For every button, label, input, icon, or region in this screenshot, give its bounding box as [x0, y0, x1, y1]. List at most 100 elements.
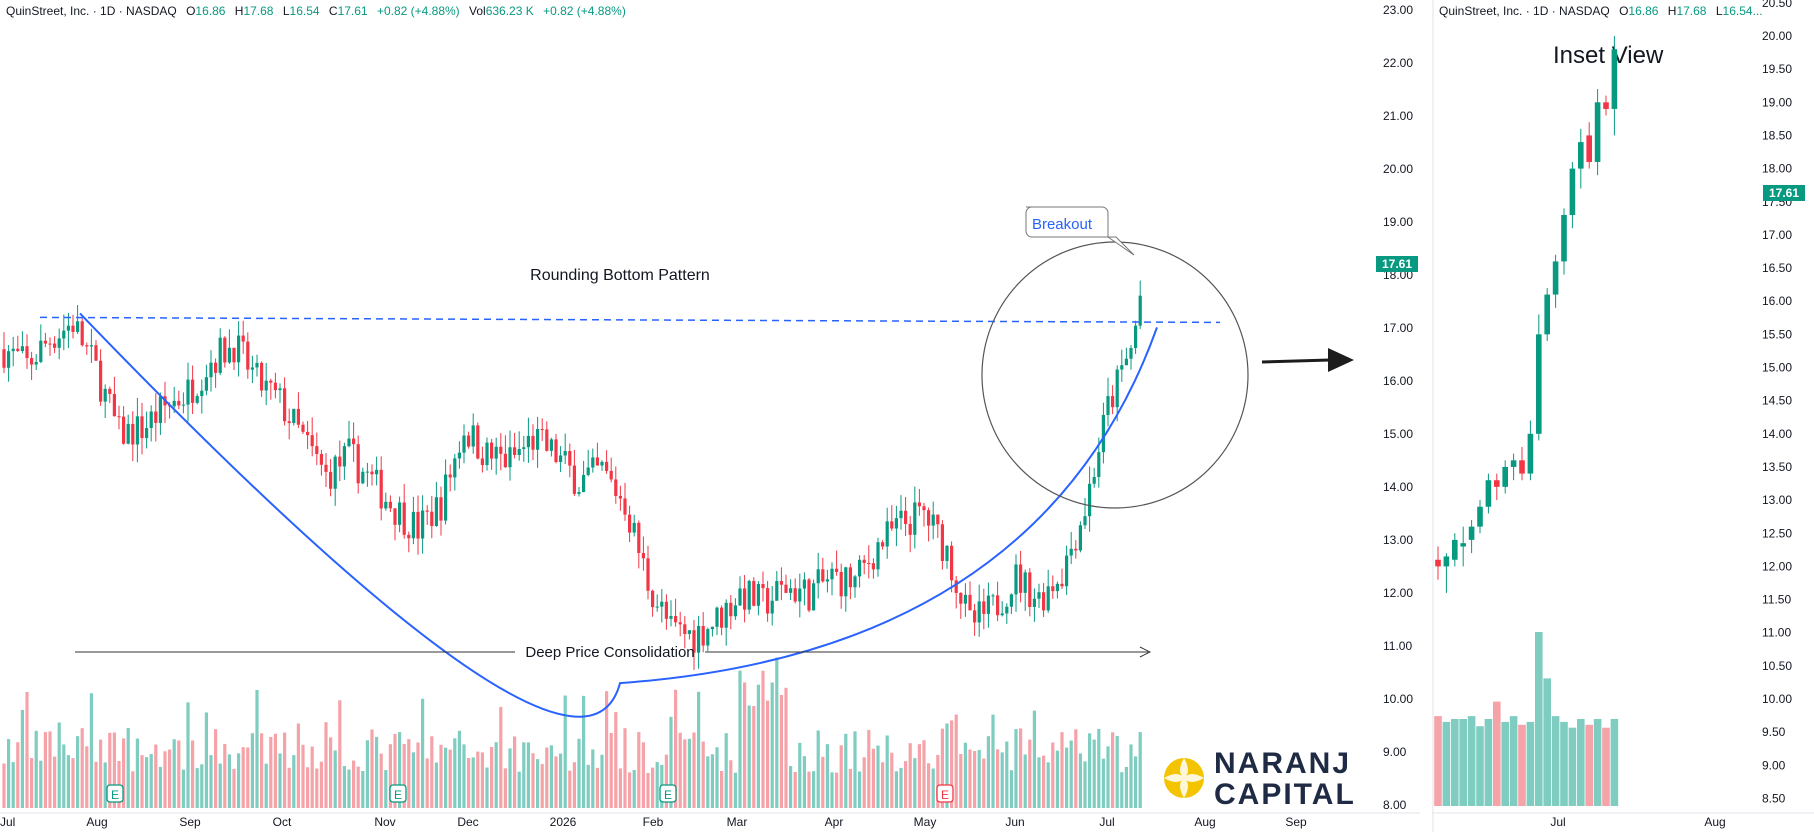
- y-tick-label: 19.00: [1383, 215, 1413, 229]
- volume-bar: [816, 730, 820, 808]
- candle-body: [572, 465, 576, 494]
- candle-body: [609, 470, 613, 480]
- volume-bar: [945, 723, 949, 808]
- main-price-chart[interactable]: 23.0022.0021.0020.0019.0018.0017.0016.00…: [0, 0, 1420, 832]
- volume-bar: [168, 749, 172, 808]
- volume-bar: [94, 761, 98, 808]
- candle-body: [522, 447, 526, 449]
- inset-candle-body: [1578, 142, 1584, 169]
- inset-volume-bar: [1493, 701, 1501, 806]
- volume-bar: [517, 771, 521, 808]
- candle-body: [264, 380, 268, 391]
- candle-body: [48, 343, 52, 345]
- volume-bar: [908, 743, 912, 808]
- volume-bar: [62, 744, 66, 808]
- volume-bar: [1124, 766, 1128, 808]
- inset-y-tick-label: 14.00: [1762, 427, 1792, 441]
- volume-bar: [752, 706, 756, 808]
- candle-body: [890, 521, 894, 529]
- volume-bar: [881, 762, 885, 808]
- candle-body: [871, 563, 875, 570]
- candle-body: [1074, 548, 1078, 551]
- volume-bar: [779, 694, 783, 808]
- y-tick-label: 10.00: [1383, 692, 1413, 706]
- x-tick-label: Jul: [0, 815, 15, 829]
- volume-bar: [936, 754, 940, 808]
- volume-bar: [600, 754, 604, 808]
- volume-bar: [421, 698, 425, 808]
- volume-bar: [407, 739, 411, 808]
- volume-bar: [278, 753, 282, 808]
- volume-bar: [904, 761, 908, 808]
- candle-body: [894, 518, 898, 529]
- volume-bar: [789, 766, 793, 808]
- volume-bar: [899, 767, 903, 808]
- candle-body: [1023, 572, 1027, 593]
- inset-high-value: 17.68: [1676, 4, 1707, 18]
- candle-body: [623, 498, 627, 515]
- candle-body: [1037, 592, 1041, 599]
- candle-body: [287, 421, 291, 424]
- x-tick-label: Oct: [273, 815, 292, 829]
- earnings-marker: [936, 784, 954, 803]
- candle-body: [660, 601, 664, 607]
- candle-body: [1009, 594, 1013, 607]
- volume-bar: [1129, 744, 1133, 808]
- volume-bar: [444, 747, 448, 808]
- candle-body: [936, 514, 940, 525]
- inset-y-tick-label: 10.50: [1762, 659, 1792, 673]
- volume-bar: [1120, 772, 1124, 808]
- x-tick-label: Nov: [374, 815, 395, 829]
- candle-body: [85, 345, 89, 347]
- volume-bar: [250, 733, 254, 808]
- candle-body: [283, 388, 287, 422]
- candle-body: [1046, 586, 1050, 611]
- x-tick-label: 2026: [550, 815, 577, 829]
- volume-bar: [416, 742, 420, 808]
- inset-price-chart[interactable]: 20.5020.0019.5019.0018.5018.0017.5017.00…: [1432, 0, 1814, 832]
- candle-body: [526, 435, 530, 448]
- candle-body: [1120, 365, 1124, 370]
- volume-bar: [582, 695, 586, 808]
- volume-bar: [140, 755, 144, 808]
- volume-bar: [1060, 732, 1064, 808]
- volume-bar: [1069, 740, 1073, 808]
- volume-bar: [273, 733, 277, 808]
- candle-body: [467, 435, 471, 447]
- candle-body: [310, 435, 314, 447]
- volume-bar: [747, 705, 751, 808]
- candle-body: [881, 542, 885, 547]
- candle-body: [789, 588, 793, 593]
- volume-bar: [365, 740, 369, 808]
- candle-body: [1124, 358, 1128, 366]
- candle-body: [687, 630, 691, 634]
- inset-volume-bar: [1602, 727, 1610, 806]
- earnings-marker: [389, 784, 407, 803]
- inset-y-tick-label: 16.00: [1762, 294, 1792, 308]
- volume-bar: [591, 749, 595, 808]
- candle-body: [421, 510, 425, 539]
- candle-body: [181, 404, 185, 406]
- inset-y-tick-label: 15.00: [1762, 361, 1792, 375]
- inset-candle-body: [1502, 466, 1508, 487]
- inset-y-tick-label: 13.50: [1762, 460, 1792, 474]
- candle-body: [844, 567, 848, 597]
- volume-bar: [715, 747, 719, 808]
- candle-body: [306, 431, 310, 436]
- volume-bar: [683, 739, 687, 808]
- inset-volume-bar: [1560, 721, 1568, 806]
- resistance-line: [39, 316, 1221, 324]
- candle-body: [480, 458, 484, 466]
- volume-bar: [1106, 746, 1110, 808]
- inset-symbol-label: QuinStreet, Inc. · 1D · NASDAQ: [1439, 4, 1610, 18]
- volume-bar: [103, 762, 107, 808]
- volume-bar: [605, 691, 609, 808]
- volume-bar: [16, 742, 20, 808]
- y-tick-label: 20.00: [1383, 162, 1413, 176]
- candle-body: [577, 492, 581, 494]
- candle-body: [1032, 598, 1036, 607]
- volume-bar: [329, 737, 333, 808]
- volume-bar: [223, 743, 227, 808]
- y-tick-label: 17.00: [1383, 321, 1413, 335]
- candle-body: [425, 510, 429, 512]
